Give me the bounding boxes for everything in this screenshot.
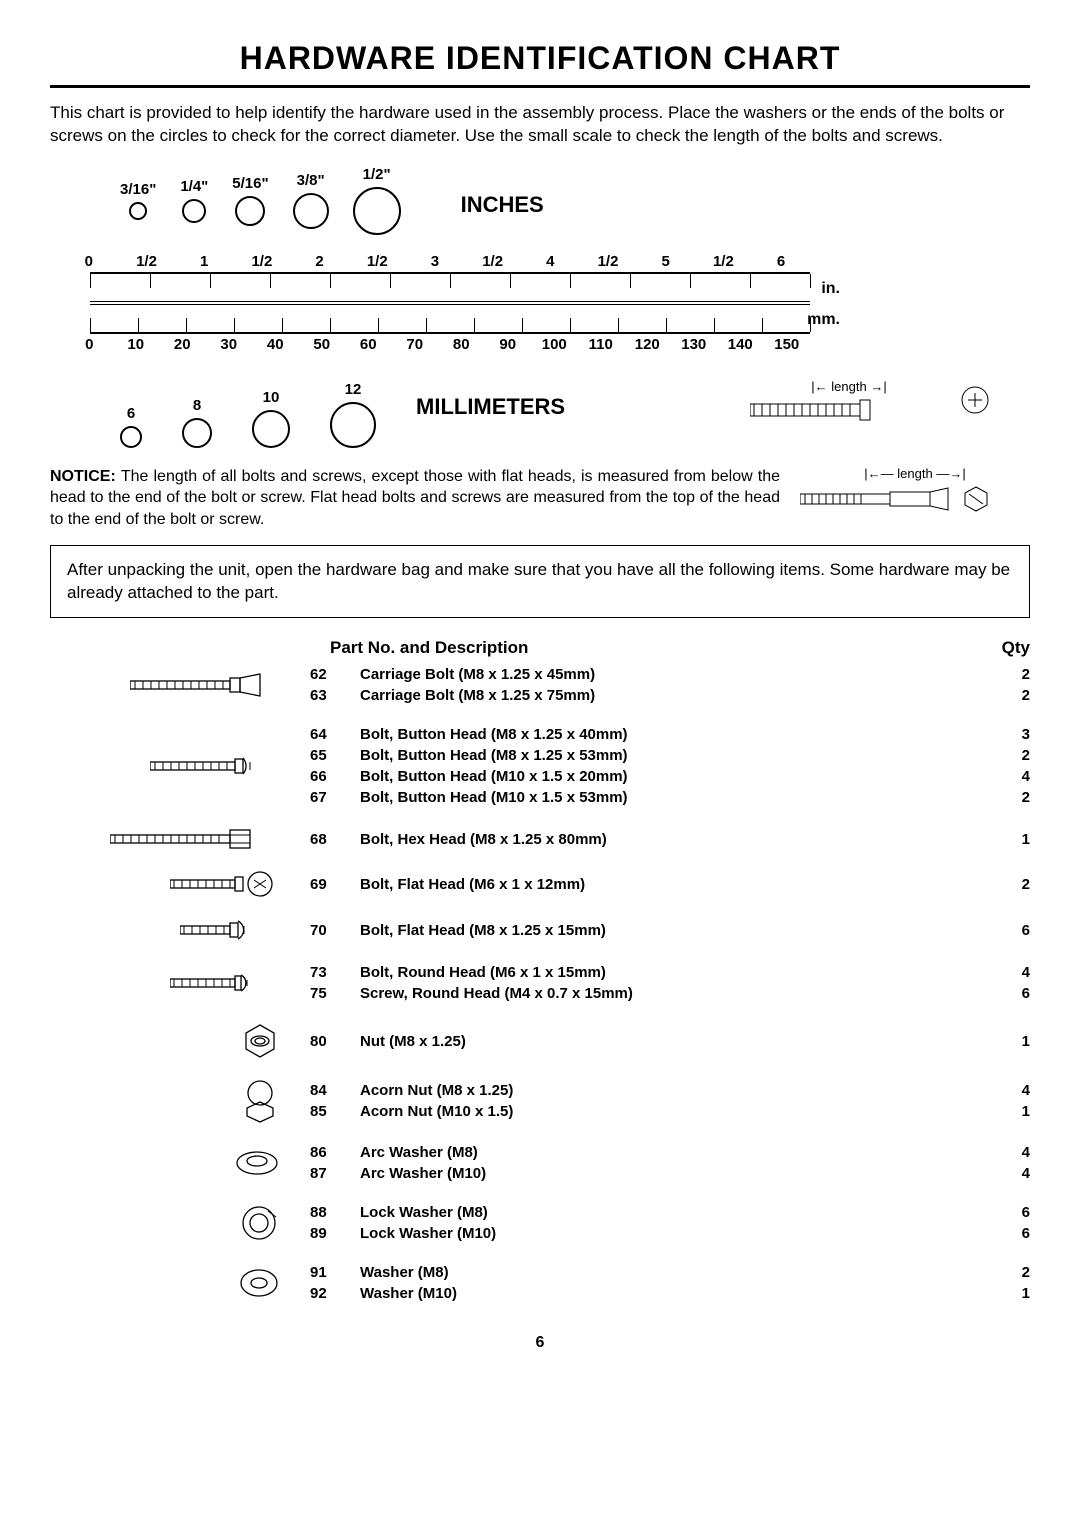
gauge-section: 3/16" 1/4" 5/16" 3/8" 1/2" INCHES 01/211/221… (50, 166, 1030, 448)
part-row: 91Washer (M8)2 (310, 1262, 1030, 1283)
mm-gauge-circle: 12 (330, 381, 376, 448)
part-row: 63Carriage Bolt (M8 x 1.25 x 75mm)2 (310, 685, 1030, 706)
notice-row: NOTICE: The length of all bolts and scre… (50, 466, 1030, 531)
part-row: 62Carriage Bolt (M8 x 1.25 x 45mm)2 (310, 664, 1030, 685)
part-row: 85Acorn Nut (M10 x 1.5)1 (310, 1101, 1030, 1122)
part-group: 64Bolt, Button Head (M8 x 1.25 x 40mm)36… (50, 724, 1030, 808)
inch-gauge-circle: 5/16" (232, 175, 268, 226)
mm-gauge-circle: 8 (182, 397, 212, 448)
part-row: 84Acorn Nut (M8 x 1.25)4 (310, 1080, 1030, 1101)
button-icon (50, 753, 310, 779)
acorn-icon (50, 1078, 310, 1124)
arc-icon (50, 1148, 310, 1178)
part-group: 86Arc Washer (M8)487Arc Washer (M10)4 (50, 1142, 1030, 1184)
mm-circles: 68 10 12 (120, 381, 376, 448)
inch-gauge-circle: 1/4" (180, 178, 208, 223)
part-row: 89Lock Washer (M10)6 (310, 1223, 1030, 1244)
part-group: 88Lock Washer (M8)689Lock Washer (M10)6 (50, 1202, 1030, 1244)
part-group: 68Bolt, Hex Head (M8 x 1.25 x 80mm)1 (50, 826, 1030, 852)
part-row: 65Bolt, Button Head (M8 x 1.25 x 53mm)2 (310, 745, 1030, 766)
inch-circles: 3/16" 1/4" 5/16" 3/8" 1/2" (120, 166, 401, 235)
hex-drive-icon (960, 385, 990, 415)
part-row: 67Bolt, Button Head (M10 x 1.5 x 53mm)2 (310, 787, 1030, 808)
unit-mm: mm. (807, 311, 840, 329)
round-icon (50, 969, 310, 997)
unit-in: in. (821, 280, 840, 298)
flat-bolt-icon (800, 486, 950, 512)
part-group: 80Nut (M8 x 1.25)1 (50, 1022, 1030, 1060)
flat1-icon (50, 870, 310, 898)
part-group: 73Bolt, Round Head (M6 x 1 x 15mm)475Scr… (50, 962, 1030, 1004)
inches-label: INCHES (461, 192, 544, 218)
part-row: 88Lock Washer (M8)6 (310, 1202, 1030, 1223)
part-row: 75Screw, Round Head (M4 x 0.7 x 15mm)6 (310, 983, 1030, 1004)
header-qty: Qty (980, 638, 1030, 658)
inch-ruler: 01/211/221/231/241/251/26 in. (90, 253, 990, 302)
length-label-1: |← length →| (750, 379, 948, 394)
page-title: HARDWARE IDENTIFICATION CHART (50, 40, 1030, 77)
flat2-icon (50, 916, 310, 944)
part-row: 66Bolt, Button Head (M10 x 1.5 x 20mm)4 (310, 766, 1030, 787)
inch-gauge-circle: 1/2" (353, 166, 401, 235)
intro-text: This chart is provided to help identify … (50, 102, 1030, 148)
nut-icon (50, 1022, 310, 1060)
title-rule (50, 85, 1030, 88)
header-desc: Part No. and Description (330, 638, 980, 658)
box-note: After unpacking the unit, open the hardw… (50, 545, 1030, 619)
mm-gauge-circle: 10 (252, 389, 290, 448)
mm-ruler: mm. 010203040506070809010011012013014015… (90, 304, 990, 353)
lock-icon (50, 1205, 310, 1241)
part-row: 64Bolt, Button Head (M8 x 1.25 x 40mm)3 (310, 724, 1030, 745)
part-row: 73Bolt, Round Head (M6 x 1 x 15mm)4 (310, 962, 1030, 983)
part-row: 92Washer (M10)1 (310, 1283, 1030, 1304)
part-group: 91Washer (M8)292Washer (M10)1 (50, 1262, 1030, 1304)
part-group: 70Bolt, Flat Head (M8 x 1.25 x 15mm)6 (50, 916, 1030, 944)
inch-gauge-circle: 3/8" (293, 172, 329, 229)
mm-gauge-circle: 6 (120, 405, 142, 448)
part-row: 87Arc Washer (M10)4 (310, 1163, 1030, 1184)
page-number: 6 (50, 1334, 1030, 1352)
bolt-diagrams: |←— length —→| (800, 466, 1030, 531)
part-group: 84Acorn Nut (M8 x 1.25)485Acorn Nut (M10… (50, 1078, 1030, 1124)
inch-gauge-circle: 3/16" (120, 181, 156, 220)
carriage-icon (50, 672, 310, 698)
part-row: 80Nut (M8 x 1.25)1 (310, 1031, 1030, 1052)
notice-text: NOTICE: The length of all bolts and scre… (50, 466, 780, 531)
parts-table: Part No. and Description Qty 62Carriage … (50, 638, 1030, 1304)
part-group: 69Bolt, Flat Head (M6 x 1 x 12mm)2 (50, 870, 1030, 898)
washer-icon (50, 1267, 310, 1299)
part-row: 69Bolt, Flat Head (M6 x 1 x 12mm)2 (310, 874, 1030, 895)
part-row: 68Bolt, Hex Head (M8 x 1.25 x 80mm)1 (310, 829, 1030, 850)
bolt-diagram-icon (750, 398, 880, 422)
flat-head-icon (962, 485, 990, 513)
part-group: 62Carriage Bolt (M8 x 1.25 x 45mm)263Car… (50, 664, 1030, 706)
part-row: 86Arc Washer (M8)4 (310, 1142, 1030, 1163)
part-row: 70Bolt, Flat Head (M8 x 1.25 x 15mm)6 (310, 920, 1030, 941)
mm-label: MILLIMETERS (416, 394, 565, 420)
hex-icon (50, 826, 310, 852)
